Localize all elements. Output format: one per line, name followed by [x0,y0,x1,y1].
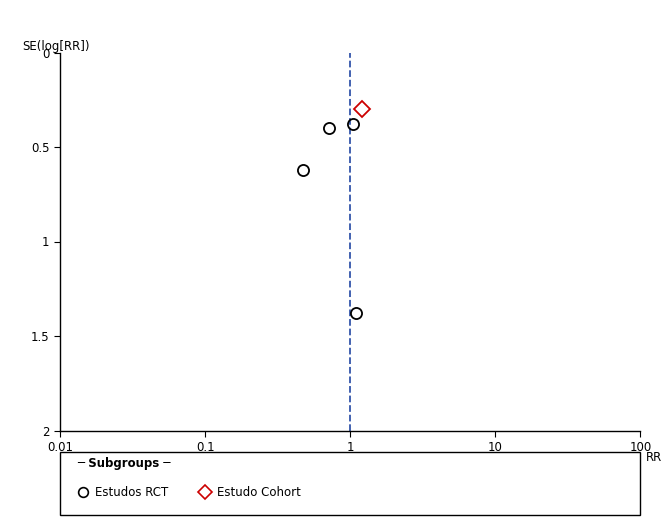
Text: RR: RR [646,452,662,464]
Text: ─ Subgroups ─: ─ Subgroups ─ [77,457,171,469]
Text: Estudo Cohort: Estudo Cohort [217,486,301,499]
Text: SE(log[RR]): SE(log[RR]) [22,39,90,52]
Text: Estudos RCT: Estudos RCT [95,486,168,499]
